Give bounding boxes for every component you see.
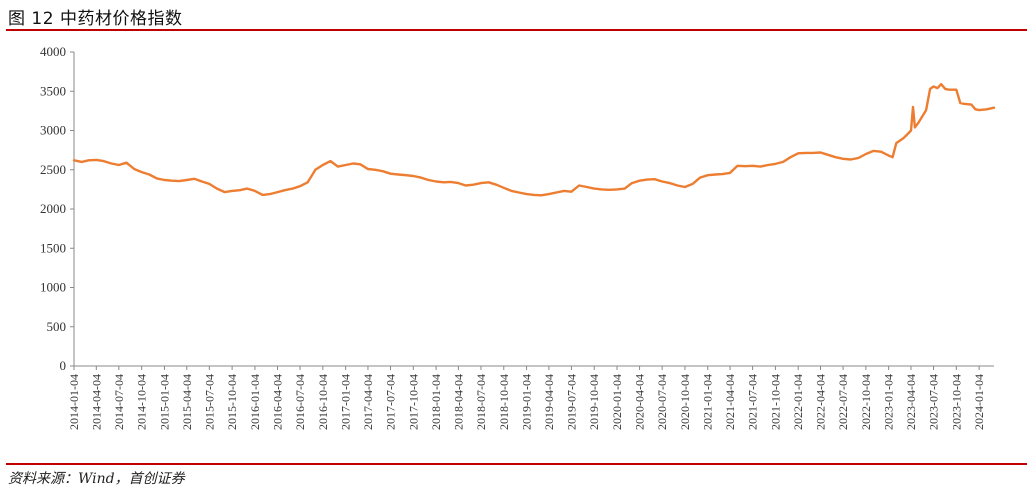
x-tick-label: 2022-04-04 — [814, 374, 828, 430]
source-note: 资料来源：Wind，首创证券 — [8, 471, 185, 487]
x-tick-label: 2021-10-04 — [768, 374, 782, 430]
x-tick-label: 2017-07-04 — [383, 374, 397, 430]
x-tick-label: 2015-04-04 — [180, 374, 194, 430]
y-tick-label: 4000 — [40, 44, 66, 59]
x-tick-label: 2016-07-04 — [293, 374, 307, 430]
x-tick-label: 2014-04-04 — [89, 374, 103, 430]
x-tick-label: 2018-01-04 — [429, 374, 443, 430]
x-tick-label: 2018-04-04 — [451, 374, 465, 430]
x-tick-label: 2018-10-04 — [497, 374, 511, 430]
x-tick-label: 2016-04-04 — [270, 374, 284, 430]
x-tick-label: 2019-10-04 — [587, 374, 601, 430]
x-tick-label: 2021-01-04 — [701, 374, 715, 430]
x-tick-label: 2017-01-04 — [339, 374, 353, 430]
figure-title: 图 12 中药材价格指数 — [8, 9, 183, 29]
y-tick-label: 3000 — [40, 123, 66, 138]
x-tick-label: 2014-10-04 — [135, 374, 149, 430]
x-tick-label: 2022-07-04 — [836, 374, 850, 430]
x-tick-label: 2019-01-04 — [520, 374, 534, 430]
x-tick-label: 2023-01-04 — [882, 374, 896, 430]
x-tick-label: 2023-10-04 — [949, 374, 963, 430]
x-tick-label: 2020-10-04 — [678, 374, 692, 430]
y-tick-label: 500 — [47, 319, 67, 334]
x-tick-label: 2022-01-04 — [791, 374, 805, 430]
x-tick-label: 2023-07-04 — [927, 374, 941, 430]
title-rule — [6, 29, 1027, 31]
series-line — [72, 83, 996, 197]
x-tick-label: 2015-10-04 — [225, 374, 239, 430]
y-tick-label: 2500 — [40, 162, 66, 177]
x-tick-label: 2019-07-04 — [564, 374, 578, 430]
x-tick-label: 2017-04-04 — [361, 374, 375, 430]
x-tick-label: 2021-04-04 — [723, 374, 737, 430]
y-tick-label: 0 — [60, 358, 67, 373]
x-tick-label: 2022-10-04 — [859, 374, 873, 430]
x-axis-ticks: 2014-01-04 2014-04-04 2014-07-04 2014-10-04… — [67, 366, 986, 430]
x-tick-label: 2020-01-04 — [610, 374, 624, 430]
x-tick-label: 2015-01-04 — [157, 374, 171, 430]
x-tick-label: 2018-07-04 — [474, 374, 488, 430]
series-lines — [72, 83, 996, 197]
y-axis-ticks: 0 500 1000 1500 2000 2500 3000 3500 4000 — [40, 44, 74, 373]
x-tick-label: 2014-07-04 — [112, 374, 126, 430]
y-tick-label: 1000 — [40, 280, 66, 295]
x-tick-label: 2019-04-04 — [542, 374, 556, 430]
x-tick-label: 2014-01-04 — [67, 374, 81, 430]
chart-axes — [73, 52, 994, 367]
x-tick-label: 2015-07-04 — [202, 374, 216, 430]
x-tick-label: 2020-04-04 — [633, 374, 647, 430]
x-tick-label: 2020-07-04 — [655, 374, 669, 430]
x-tick-label: 2016-10-04 — [316, 374, 330, 430]
x-tick-label: 2016-01-04 — [248, 374, 262, 430]
y-tick-label: 3500 — [40, 83, 66, 98]
x-tick-label: 2024-01-04 — [972, 374, 986, 430]
x-tick-label: 2021-07-04 — [746, 374, 760, 430]
line-chart: 0 500 1000 1500 2000 2500 3000 3500 4000 2014-01… — [40, 44, 996, 430]
source-rule — [6, 463, 1027, 465]
x-tick-label: 2017-10-04 — [406, 374, 420, 430]
x-tick-label: 2023-04-04 — [904, 374, 918, 430]
y-tick-label: 1500 — [40, 240, 66, 255]
y-tick-label: 2000 — [40, 201, 66, 216]
